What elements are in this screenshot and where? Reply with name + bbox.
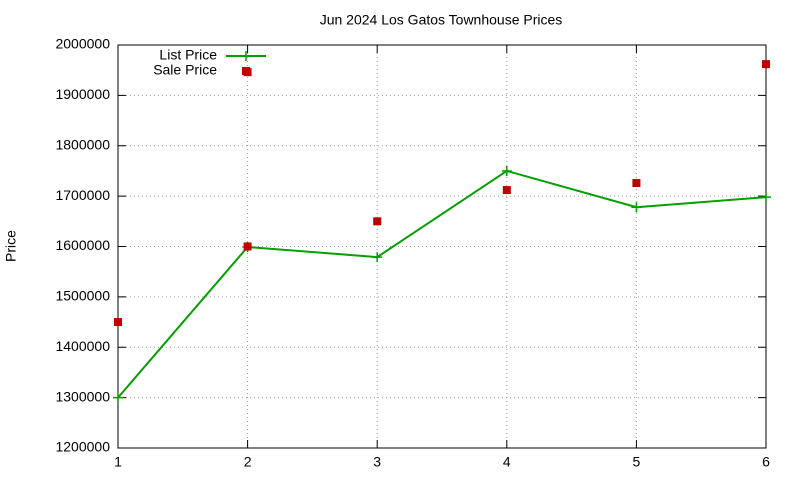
y-tick-label: 1800000	[55, 136, 110, 152]
x-tick-label: 4	[503, 454, 511, 470]
y-tick-label: 1400000	[55, 338, 110, 354]
y-tick-label: 1700000	[55, 187, 110, 203]
marker	[501, 165, 512, 176]
point	[632, 179, 641, 188]
point	[114, 318, 122, 327]
y-tick-label: 1600000	[55, 237, 110, 253]
x-tick-label: 5	[633, 454, 641, 470]
x-tick-label: 3	[373, 454, 381, 470]
marker	[372, 252, 383, 263]
chart-title: Jun 2024 Los Gatos Townhouse Prices	[320, 12, 563, 28]
point	[762, 60, 770, 69]
legend-label: List Price	[159, 47, 217, 63]
y-tick-label: 1300000	[55, 388, 110, 404]
line	[117, 169, 767, 399]
legend-swatch	[241, 51, 251, 61]
y-tick-label: 1500000	[55, 288, 110, 304]
x-tick-label: 1	[114, 454, 122, 470]
y-tick-label: 1200000	[55, 439, 110, 455]
y-axis-label: Price	[3, 230, 19, 262]
y-tick-label: 2000000	[55, 36, 110, 52]
x-tick-label: 2	[244, 454, 252, 470]
marker	[113, 392, 123, 403]
plot-border	[117, 44, 767, 449]
marker	[631, 202, 642, 213]
marker	[761, 192, 771, 203]
x-tick-label: 6	[762, 454, 770, 470]
legend-swatch	[242, 67, 250, 75]
point	[243, 242, 252, 251]
legend-label: Sale Price	[153, 62, 217, 78]
point	[373, 217, 382, 226]
point	[502, 186, 511, 195]
y-tick-label: 1900000	[55, 86, 110, 102]
